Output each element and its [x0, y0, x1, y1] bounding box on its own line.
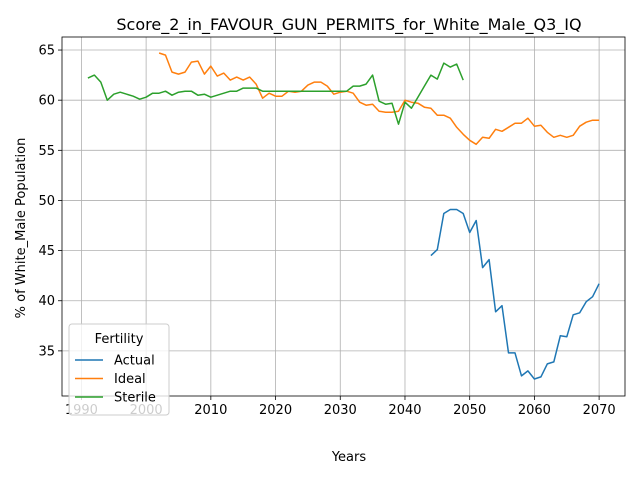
legend-label-ideal: Ideal: [114, 372, 146, 387]
series-line-ideal: [158, 52, 600, 146]
x-tick-label: 2040: [388, 403, 421, 418]
legend: Fertility Actual Ideal Sterile: [68, 323, 170, 416]
x-tick-label: 2050: [453, 403, 486, 418]
y-tick-label: 65: [38, 44, 55, 59]
chart-title: Score_2_in_FAVOUR_GUN_PERMITS_for_White_…: [116, 15, 581, 35]
y-tick-label: 40: [38, 294, 55, 309]
x-tick-label: 2030: [324, 403, 357, 418]
series-lines: [87, 52, 600, 380]
legend-label-actual: Actual: [114, 354, 155, 369]
legend-box: [68, 323, 170, 416]
legend-title: Fertility: [95, 332, 144, 347]
series-line-sterile: [87, 62, 464, 125]
y-axis-ticks: 35 40 45 50 55 60 65: [38, 44, 62, 359]
x-tick-label: 2060: [518, 403, 551, 418]
y-tick-label: 50: [38, 194, 55, 209]
x-tick-label: 2070: [583, 403, 616, 418]
y-tick-label: 60: [38, 94, 55, 109]
y-tick-label: 55: [38, 144, 55, 159]
legend-label-sterile: Sterile: [114, 391, 156, 406]
series-line-actual: [430, 208, 600, 380]
y-axis-label: % of White_Male Population: [14, 138, 29, 319]
x-axis-label: Years: [331, 450, 367, 465]
x-tick-label: 2020: [259, 403, 292, 418]
plot-frame: [61, 36, 626, 397]
y-tick-label: 35: [38, 344, 55, 359]
y-tick-label: 45: [38, 244, 55, 259]
x-tick-label: 2010: [194, 403, 227, 418]
